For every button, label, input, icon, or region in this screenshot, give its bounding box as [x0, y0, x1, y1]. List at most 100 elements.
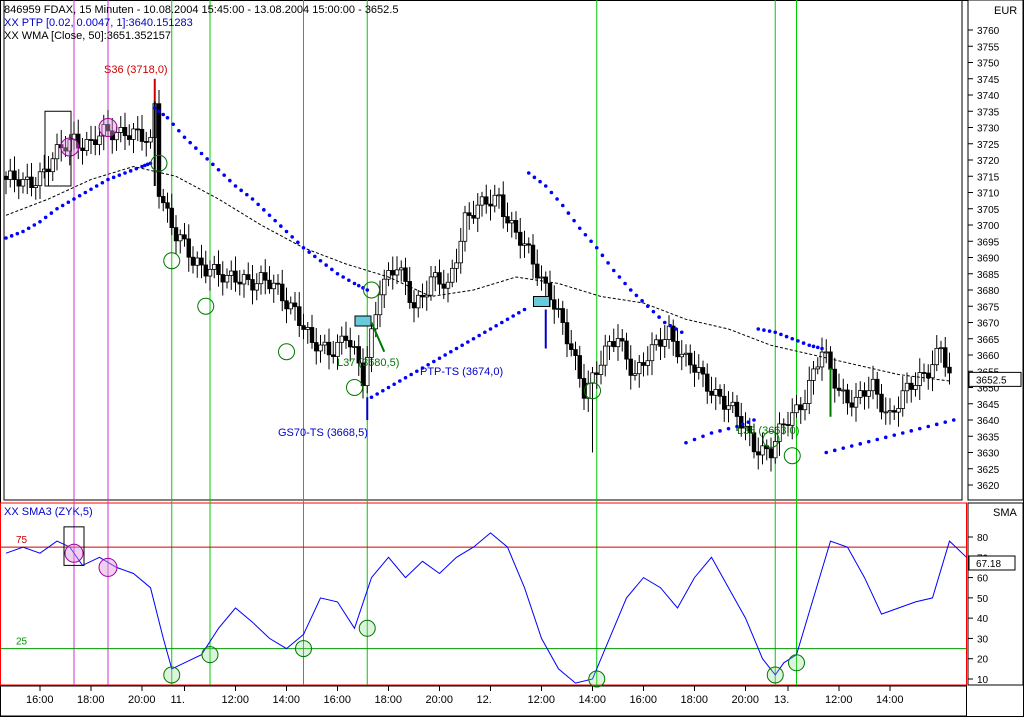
ptp-dot: [177, 128, 181, 133]
candle-body: [42, 168, 47, 173]
osc-high-circle: [64, 543, 84, 563]
candle-body: [518, 231, 523, 246]
candle-body: [785, 424, 791, 426]
ptp-dot: [617, 275, 622, 279]
ptp-dot: [117, 173, 122, 177]
time-tick-label: 20:00: [732, 694, 760, 706]
candle-body: [917, 372, 922, 386]
candle-body: [71, 133, 77, 141]
candle-body: [399, 267, 404, 271]
candle-body: [730, 401, 735, 407]
ptp-dot: [32, 223, 37, 227]
candle-body: [781, 423, 786, 426]
candle-body: [173, 227, 179, 242]
candle-body: [802, 403, 808, 411]
candle-body: [637, 362, 642, 375]
osc-low-circle: [201, 646, 219, 664]
candle-body: [114, 132, 119, 141]
candle-body: [139, 128, 145, 142]
osc-low-circle: [766, 666, 784, 684]
ptp-dot: [318, 258, 323, 263]
cycle-low-circle: [346, 379, 363, 396]
ptp-dot: [157, 109, 161, 114]
ptp-dot: [134, 166, 139, 171]
ptp-dot: [628, 288, 633, 292]
candle-body: [420, 294, 425, 298]
ptp-dot: [543, 184, 548, 188]
price-tick-label: 3690: [977, 254, 1000, 265]
annotation-ptp-ts: PTP-TS (3674,0): [420, 366, 504, 378]
candle-body: [297, 306, 302, 327]
candle-body: [416, 294, 421, 309]
candle-body: [199, 257, 204, 266]
ptp-dot: [820, 346, 824, 351]
ptp-dot: [296, 240, 300, 245]
ptp-dot: [347, 278, 351, 283]
candle-body: [688, 352, 693, 366]
ptp-dot: [123, 171, 127, 175]
candle-body: [390, 270, 395, 276]
ptp-dot: [386, 385, 391, 390]
ptp-dot: [356, 283, 361, 288]
osc-tick-label: 80: [977, 533, 989, 544]
ptp-dot: [375, 392, 379, 396]
ptp-dot: [279, 224, 283, 228]
last-price-tag: [968, 371, 1022, 387]
candle-body: [46, 168, 51, 173]
ptp-dot: [60, 203, 65, 208]
candle-body: [343, 335, 349, 341]
candle-body: [560, 308, 565, 324]
candle-body: [807, 380, 812, 404]
ptp-dot: [182, 135, 187, 140]
candle-body: [182, 234, 187, 240]
ptp-dot: [49, 211, 54, 215]
ptp-dot: [875, 437, 880, 442]
ptp-dot: [692, 437, 697, 442]
candle-body: [896, 408, 901, 413]
candle-body: [569, 343, 574, 350]
candle-body: [309, 327, 315, 343]
ptp-dot: [611, 268, 616, 273]
candle-body: [335, 341, 340, 357]
candle-body: [407, 281, 412, 303]
candle-body: [943, 347, 948, 368]
ptp-dot: [415, 369, 419, 374]
ptp-dot: [726, 426, 731, 431]
candle-body: [322, 341, 327, 346]
time-tick-label: 12:00: [825, 694, 853, 706]
time-tick-label: 11.: [171, 694, 185, 706]
ptp-dot: [216, 167, 221, 172]
candle-body: [424, 294, 429, 298]
candle-body: [165, 202, 170, 209]
ptp-dot: [55, 206, 59, 211]
time-tick-label: 13.: [774, 694, 789, 706]
ptp-dot: [926, 424, 931, 429]
ptp-dot: [420, 366, 425, 370]
wma-indicator-label: XX WMA [Close, 50]:3651.352157: [4, 30, 171, 42]
ptp-dot: [560, 203, 565, 208]
ptp-dot: [324, 263, 328, 267]
ptp-dot: [199, 151, 204, 156]
ptp-dot: [381, 388, 385, 393]
ptp-dot: [307, 250, 311, 254]
ptp-dot: [909, 429, 914, 433]
price-tick-label: 3630: [977, 449, 1000, 460]
candle-body: [543, 276, 548, 284]
candle-body: [815, 366, 820, 370]
candle-body: [649, 344, 655, 362]
candle-body: [904, 382, 910, 392]
cycle-low-circle: [584, 382, 601, 400]
candle-body: [747, 425, 752, 434]
candle-body: [726, 405, 731, 410]
price-tick-label: 3720: [977, 156, 1000, 167]
ptp-dot: [398, 379, 402, 383]
ptp-dot: [392, 382, 396, 387]
candle-body: [475, 204, 480, 219]
ptp-dot: [454, 346, 459, 351]
ptp-dot: [313, 254, 317, 259]
candle-body: [433, 272, 438, 278]
candle-body: [314, 342, 319, 352]
candle-body: [246, 274, 251, 280]
candle-body: [67, 139, 72, 152]
